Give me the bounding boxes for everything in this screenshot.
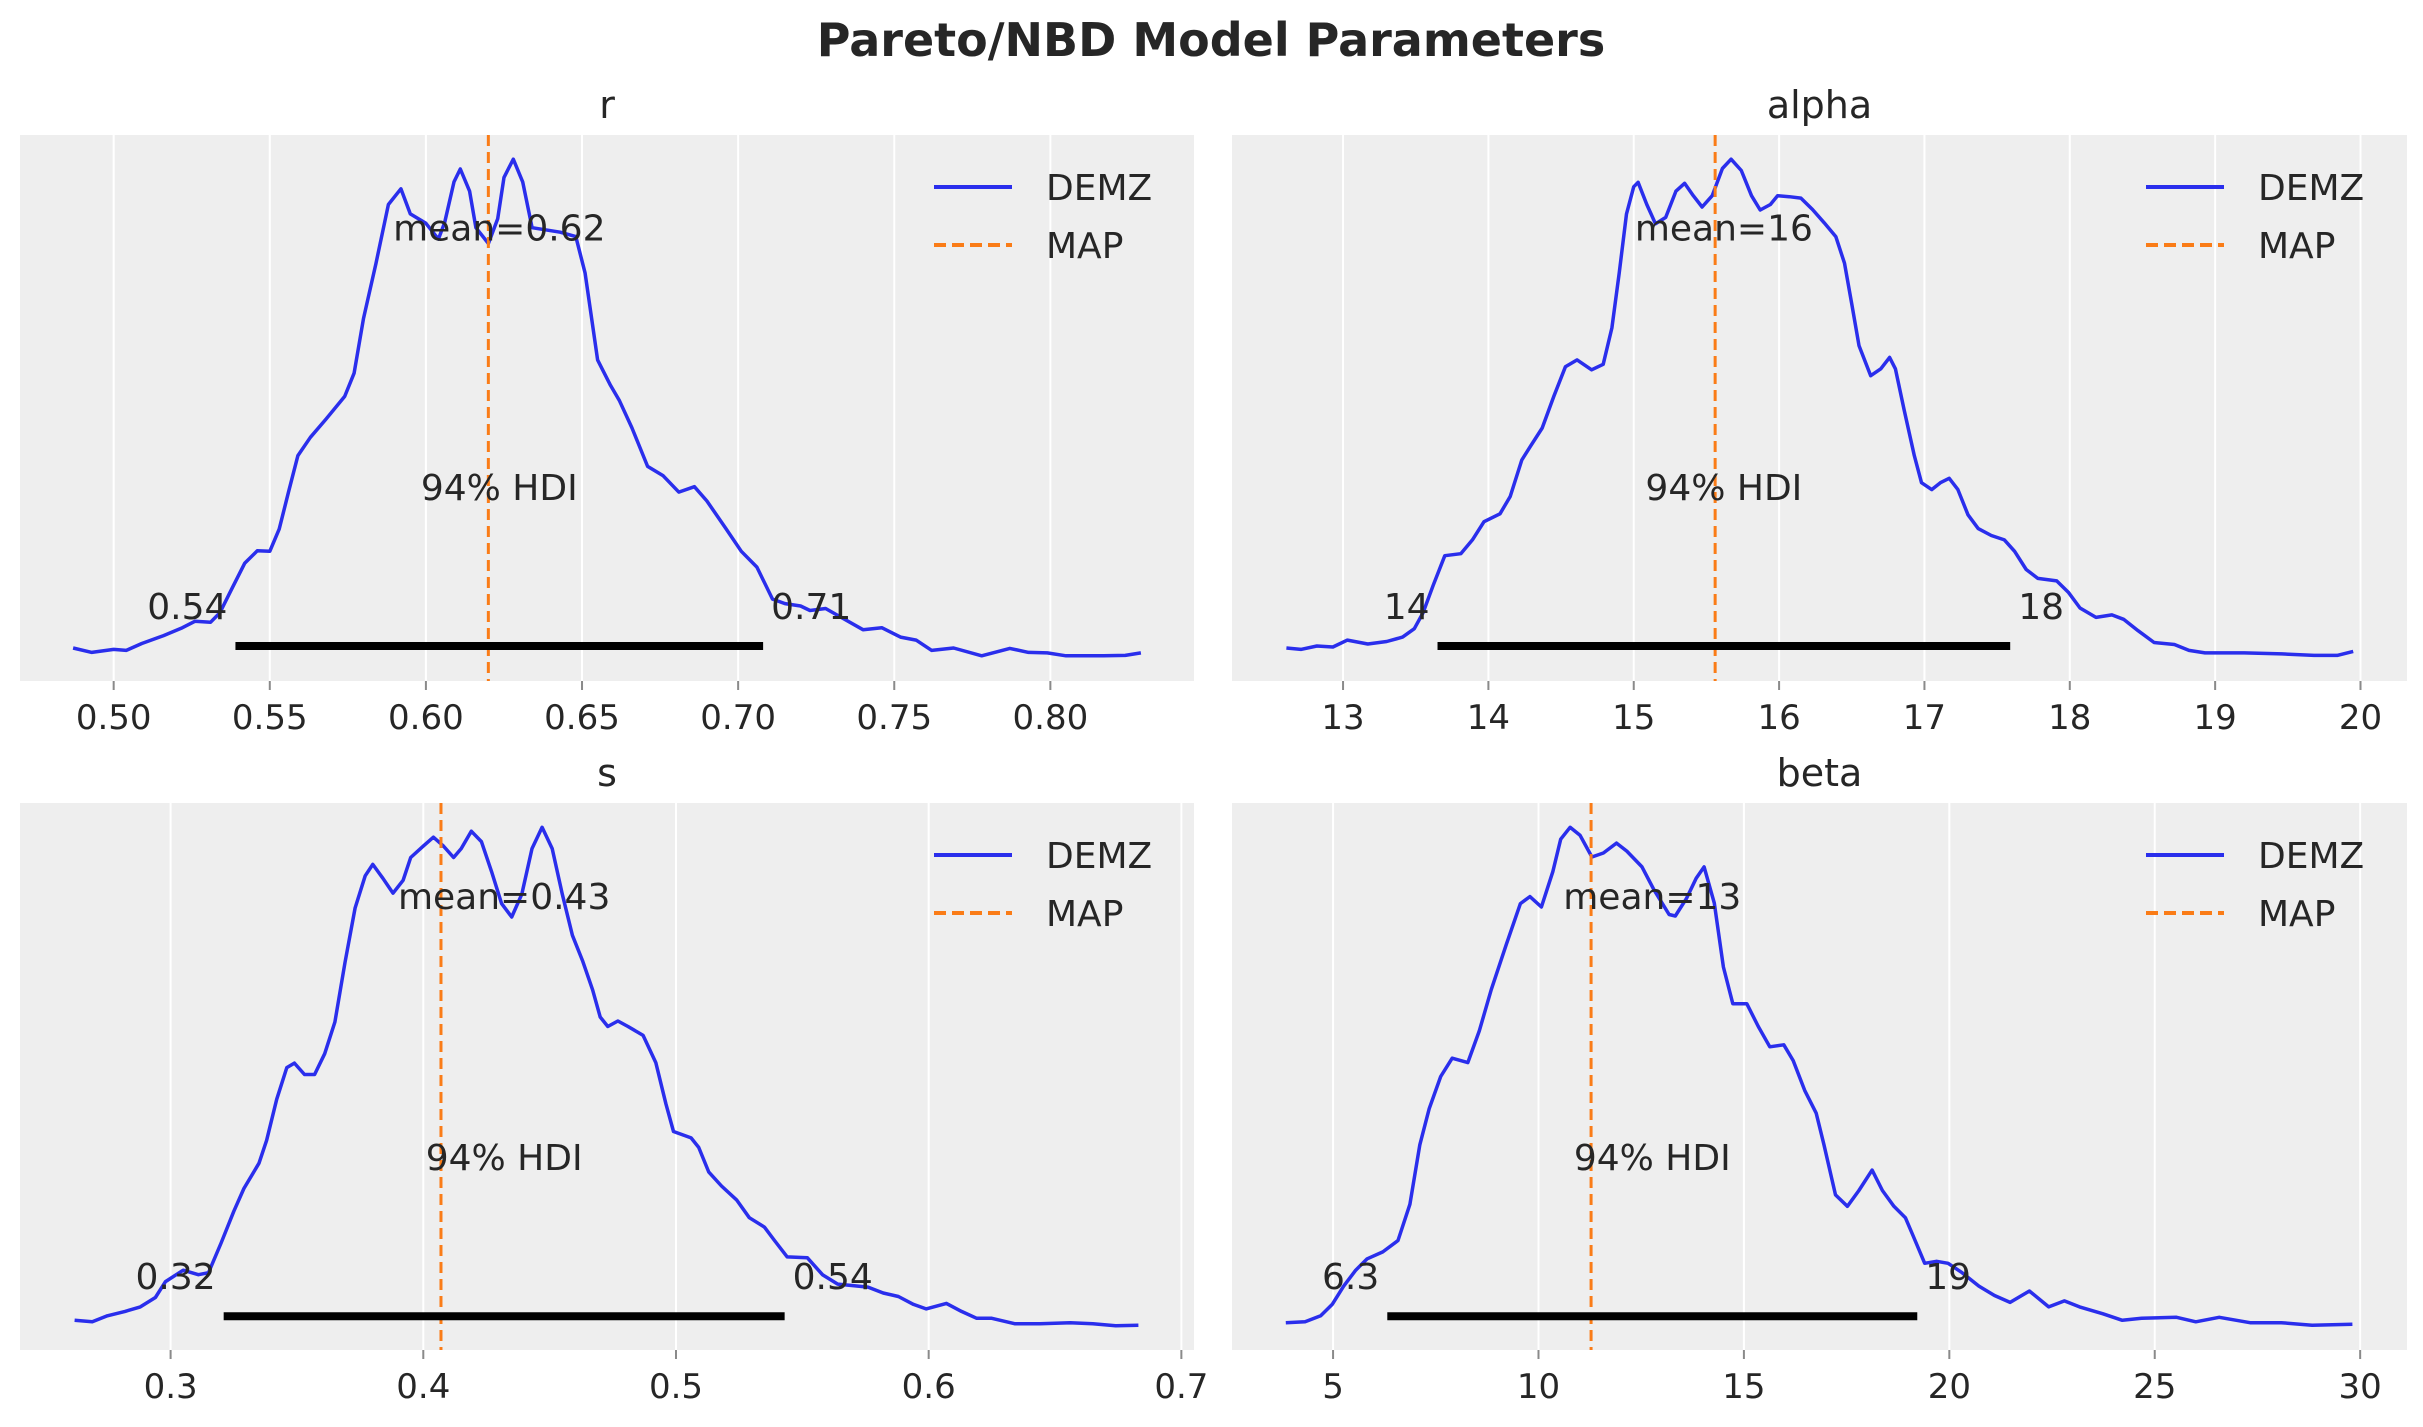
hdi-label: 94% HDI: [1574, 1138, 1731, 1179]
panel-title: r: [599, 83, 615, 127]
x-tick-label: 13: [1321, 698, 1364, 738]
panel-alpha: 13 14 15 16 17 18 19 20 alpha mean=16 94% HDI 14 18 D…: [1232, 83, 2407, 738]
legend-label-demz: DEMZ: [1046, 836, 1152, 877]
legend-label-map: MAP: [2258, 226, 2335, 267]
hdi-low-label: 0.54: [147, 587, 227, 628]
x-tick-label: 25: [2133, 1367, 2176, 1407]
hdi-low-label: 14: [1384, 587, 1430, 628]
density-line: [74, 825, 1139, 1328]
legend: DEMZ MAP: [934, 168, 1152, 267]
x-tick-label: 15: [1612, 698, 1655, 738]
figure-title: Pareto/NBD Model Parameters: [817, 13, 1605, 67]
panel-beta: 5 10 15 20 25 30 beta mean=13 94% HDI 6.3 19 DEMZ MA…: [1232, 751, 2407, 1407]
hdi-high-label: 19: [1925, 1257, 1971, 1298]
legend-label-map: MAP: [1046, 226, 1123, 267]
x-tick-label: 0.65: [544, 698, 620, 738]
x-tick-label: 17: [1903, 698, 1946, 738]
hdi-low-label: 0.32: [136, 1257, 216, 1298]
legend: DEMZ MAP: [2146, 168, 2364, 267]
legend: DEMZ MAP: [2146, 836, 2364, 935]
x-tick-label: 0.6: [902, 1367, 956, 1407]
hdi-high-label: 0.54: [793, 1257, 873, 1298]
density-line: [1286, 157, 2354, 658]
legend-label-map: MAP: [2258, 894, 2335, 935]
hdi-high-label: 0.71: [771, 587, 851, 628]
hdi-label: 94% HDI: [421, 468, 578, 509]
hdi-high-label: 18: [2018, 587, 2064, 628]
mean-label: mean=13: [1563, 877, 1741, 918]
panel-title: alpha: [1767, 83, 1872, 127]
hdi-label: 94% HDI: [1645, 468, 1802, 509]
x-tick-label: 0.50: [76, 698, 152, 738]
x-tick-label: 16: [1757, 698, 1800, 738]
mean-label: mean=0.62: [393, 209, 605, 250]
legend-label-demz: DEMZ: [1046, 168, 1152, 209]
x-tick-label: 20: [2339, 698, 2382, 738]
x-tick-label: 0.75: [856, 698, 932, 738]
plot-area: [20, 135, 1194, 681]
x-tick-label: 30: [2339, 1367, 2382, 1407]
x-tick-label: 5: [1322, 1367, 1344, 1407]
mean-label: mean=0.43: [398, 877, 610, 918]
legend-label-map: MAP: [1046, 894, 1123, 935]
x-tick-label: 0.4: [396, 1367, 450, 1407]
x-tick-label: 0.60: [388, 698, 464, 738]
x-tick-label: 0.7: [1154, 1367, 1208, 1407]
x-tick-label: 0.80: [1013, 698, 1089, 738]
x-tick-label: 18: [2048, 698, 2091, 738]
x-tick-label: 20: [1928, 1367, 1971, 1407]
legend-label-demz: DEMZ: [2258, 168, 2364, 209]
x-tick-label: 0.3: [144, 1367, 198, 1407]
legend: DEMZ MAP: [934, 836, 1152, 935]
panel-title: s: [597, 751, 617, 795]
panel-title: beta: [1777, 751, 1863, 795]
x-tick-label: 19: [2194, 698, 2237, 738]
x-tick-label: 10: [1517, 1367, 1560, 1407]
panel-r: 0.50 0.55 0.60 0.65 0.70 0.75 0.80 r mean=0.62 94…: [20, 83, 1194, 738]
hdi-label: 94% HDI: [426, 1138, 583, 1179]
panel-s: 0.3 0.4 0.5 0.6 0.7 s mean=0.43 94% HDI 0.32 0.54…: [20, 751, 1208, 1407]
density-line: [1285, 825, 2353, 1327]
x-tick-label: 0.70: [700, 698, 776, 738]
density-line: [72, 157, 1142, 658]
x-tick-label: 0.55: [232, 698, 308, 738]
mean-label: mean=16: [1635, 209, 1813, 250]
x-tick-label: 0.5: [649, 1367, 703, 1407]
plot-area: [1232, 803, 2407, 1350]
x-tick-label: 14: [1467, 698, 1510, 738]
x-tick-label: 15: [1722, 1367, 1765, 1407]
hdi-low-label: 6.3: [1322, 1257, 1379, 1298]
legend-label-demz: DEMZ: [2258, 836, 2364, 877]
plot-area: [1232, 135, 2407, 681]
